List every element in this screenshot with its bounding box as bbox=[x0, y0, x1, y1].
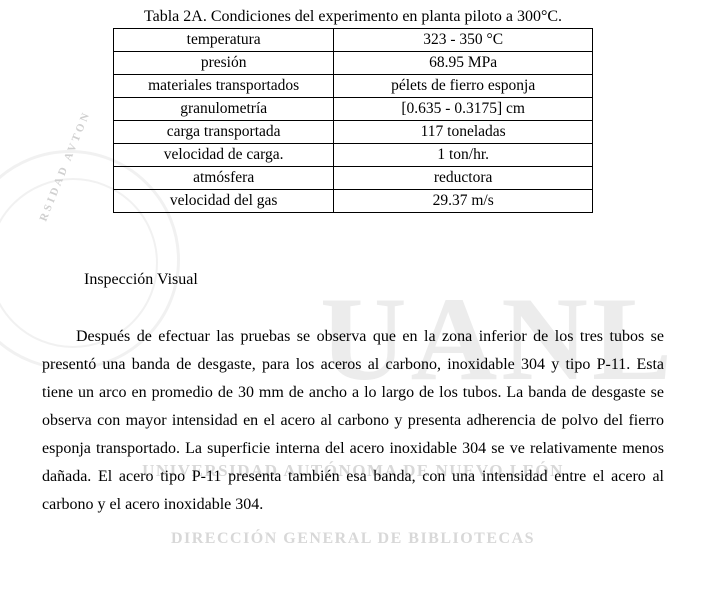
cell-param: presión bbox=[114, 52, 334, 75]
cell-param: velocidad de carga. bbox=[114, 144, 334, 167]
conditions-table: temperatura 323 - 350 °C presión 68.95 M… bbox=[113, 28, 593, 213]
cell-param: velocidad del gas bbox=[114, 190, 334, 213]
body-paragraph: Después de efectuar las pruebas se obser… bbox=[40, 323, 666, 519]
cell-value: 68.95 MPa bbox=[334, 52, 593, 75]
page-content: Tabla 2A. Condiciones del experimento en… bbox=[0, 0, 706, 519]
cell-value: 1 ton/hr. bbox=[334, 144, 593, 167]
cell-param: carga transportada bbox=[114, 121, 334, 144]
cell-value: [0.635 - 0.3175] cm bbox=[334, 98, 593, 121]
table-row: presión 68.95 MPa bbox=[114, 52, 593, 75]
cell-value: 323 - 350 °C bbox=[334, 29, 593, 52]
cell-value: 117 toneladas bbox=[334, 121, 593, 144]
table-row: temperatura 323 - 350 °C bbox=[114, 29, 593, 52]
table-row: velocidad del gas 29.37 m/s bbox=[114, 190, 593, 213]
section-heading: Inspección Visual bbox=[84, 271, 666, 289]
cell-param: atmósfera bbox=[114, 167, 334, 190]
cell-value: 29.37 m/s bbox=[334, 190, 593, 213]
cell-param: granulometría bbox=[114, 98, 334, 121]
watermark-direccion: DIRECCIÓN GENERAL DE BIBLIOTECAS bbox=[0, 530, 706, 548]
cell-value: pélets de fierro esponja bbox=[334, 75, 593, 98]
table-row: carga transportada 117 toneladas bbox=[114, 121, 593, 144]
table-row: atmósfera reductora bbox=[114, 167, 593, 190]
table-caption: Tabla 2A. Condiciones del experimento en… bbox=[40, 8, 666, 26]
table-row: granulometría [0.635 - 0.3175] cm bbox=[114, 98, 593, 121]
cell-param: materiales transportados bbox=[114, 75, 334, 98]
cell-param: temperatura bbox=[114, 29, 334, 52]
cell-value: reductora bbox=[334, 167, 593, 190]
table-row: materiales transportados pélets de fierr… bbox=[114, 75, 593, 98]
table-row: velocidad de carga. 1 ton/hr. bbox=[114, 144, 593, 167]
